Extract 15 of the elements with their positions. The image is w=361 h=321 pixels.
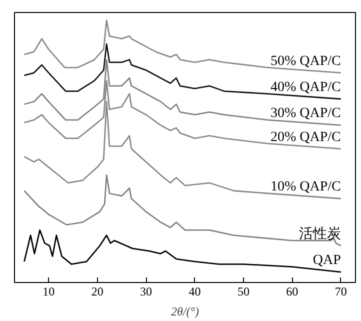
x-tick-label: 10 xyxy=(42,284,55,298)
x-axis-title: 2θ/(°) xyxy=(170,304,200,318)
series-label: 30% QAP/C xyxy=(270,106,341,122)
series-label: 40% QAP/C xyxy=(270,80,341,96)
x-tick-label: 60 xyxy=(286,284,298,298)
series-label: 20% QAP/C xyxy=(270,130,341,145)
x-tick-label: 20 xyxy=(91,284,104,298)
series-label: 10% QAP/C xyxy=(270,180,341,195)
x-tick-label: 30 xyxy=(140,284,152,298)
x-tick-label: 50 xyxy=(237,284,250,298)
x-tick-label: 70 xyxy=(334,284,347,298)
x-tick-label: 40 xyxy=(188,284,201,298)
series-label: 活性炭 xyxy=(298,226,341,242)
series-label: 50% QAP/C xyxy=(270,54,341,69)
series-label: QAP xyxy=(312,253,342,268)
